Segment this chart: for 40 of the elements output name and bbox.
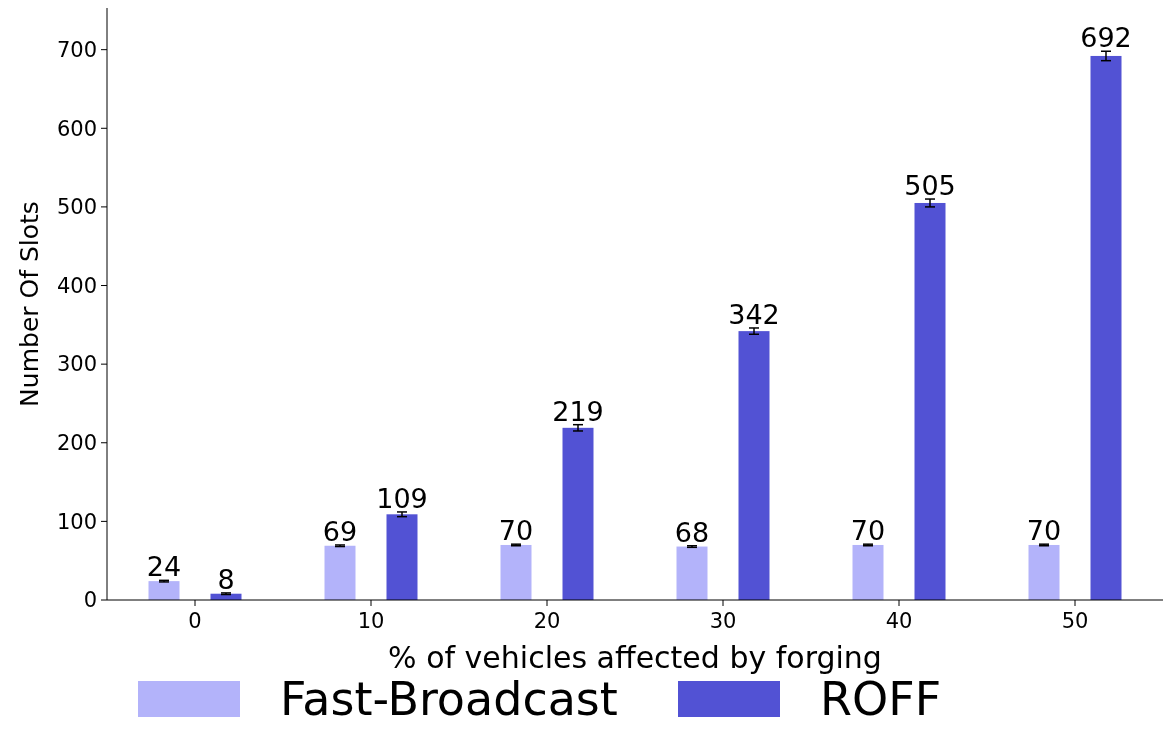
data-label: 8 (217, 563, 235, 595)
bar (738, 331, 770, 600)
legend-label: Fast-Broadcast (280, 672, 618, 727)
y-tick-label: 200 (56, 431, 97, 456)
x-tick-label: 20 (533, 609, 561, 633)
x-tick-label: 50 (1061, 609, 1089, 633)
y-tick-label: 0 (83, 588, 97, 613)
data-label: 692 (1080, 22, 1132, 54)
data-label: 109 (376, 482, 428, 514)
y-tick-label: 500 (56, 195, 97, 220)
data-label: 70 (850, 515, 886, 547)
bar (562, 427, 594, 600)
y-tick-label: 100 (56, 509, 97, 534)
y-tick-label: 400 (56, 273, 97, 298)
x-tick-label: 0 (188, 609, 202, 633)
bar (148, 581, 180, 600)
bar (676, 546, 708, 600)
data-label: 219 (552, 395, 604, 427)
y-tick-label: 600 (56, 116, 97, 141)
data-label: 70 (1026, 515, 1062, 547)
bar (852, 544, 884, 600)
data-label: 68 (674, 516, 710, 548)
bar (386, 514, 418, 600)
x-axis-title: % of vehicles affected by forging (388, 640, 882, 675)
bar (1090, 55, 1122, 600)
data-label: 69 (322, 515, 358, 547)
bar (500, 544, 532, 600)
bar (914, 202, 946, 600)
data-label: 70 (498, 515, 534, 547)
x-tick-label: 10 (357, 609, 385, 633)
x-tick-label: 30 (709, 609, 737, 633)
x-tick-label: 40 (885, 609, 913, 633)
data-label: 24 (146, 551, 182, 583)
y-tick-label: 300 (56, 352, 97, 377)
bar (1028, 544, 1060, 600)
y-tick-label: 700 (56, 38, 97, 63)
bar (324, 545, 356, 600)
y-axis-title: Number Of Slots (15, 201, 44, 407)
data-label: 342 (728, 298, 780, 330)
data-label: 505 (904, 170, 956, 202)
